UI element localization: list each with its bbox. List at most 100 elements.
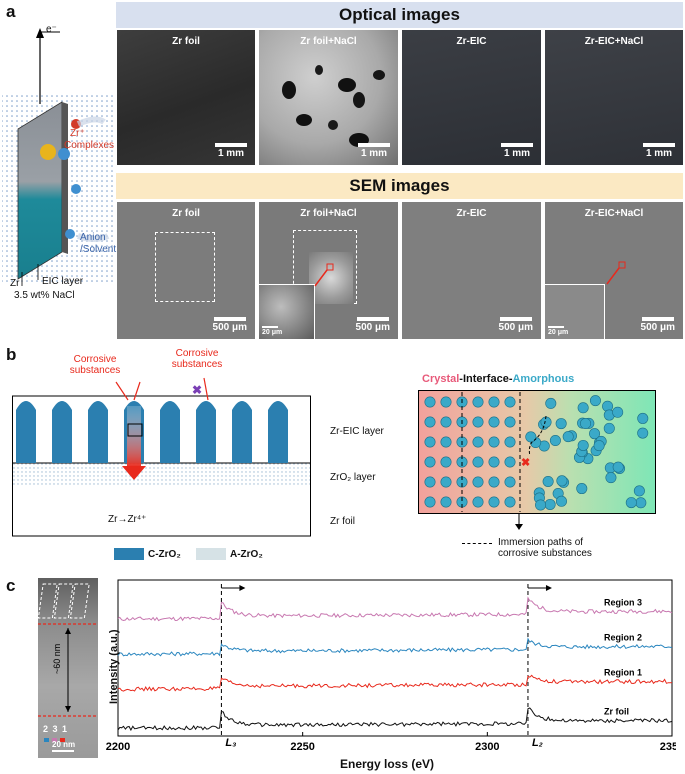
panel-label-a: a: [6, 2, 16, 21]
sem-images-title: SEM images: [349, 176, 450, 195]
zoom-box: [155, 232, 215, 302]
atom: [440, 396, 452, 408]
panel-label-b: b: [6, 345, 17, 364]
optical-image-zr-foil: Zr foil 1 mm: [117, 30, 255, 165]
legend-a-zro2: A-ZrO₂: [196, 548, 263, 560]
edge-label: L₂: [532, 737, 543, 749]
atom: [440, 476, 452, 488]
atom: [556, 475, 568, 487]
optical-image-zr-eic: Zr-EIC 1 mm: [402, 30, 541, 165]
scale-bar: 1 mm: [643, 143, 675, 159]
schematic-svg: [2, 28, 114, 286]
atom: [555, 418, 567, 430]
solvent-label: /Solvent: [80, 244, 117, 255]
eels-chart: L₃ L₂ Region 3 Region 2 Region 1 Zr foil 220…: [106, 579, 676, 753]
atom: [488, 476, 500, 488]
atom: [593, 440, 605, 452]
atom: [504, 456, 516, 468]
atom: [535, 499, 547, 511]
atom: [589, 395, 601, 407]
complexes-label: Complexes: [64, 140, 115, 151]
atom: [488, 456, 500, 468]
x-tick-label: 2350: [660, 741, 676, 753]
atom: [472, 496, 484, 508]
atom: [637, 412, 649, 424]
zro2-layer-label: ZrO₂ layer: [330, 472, 376, 483]
atom: [504, 396, 516, 408]
image-title: Zr-EIC: [456, 208, 487, 219]
atom: [525, 431, 537, 443]
series-line: [117, 596, 673, 622]
corrosion-region: [309, 252, 353, 304]
legend-c-zro2: C-ZrO₂: [114, 548, 181, 560]
immersion-paths-label-1: Immersion paths of: [498, 537, 584, 548]
atom: [504, 496, 516, 508]
series-line: [117, 637, 673, 657]
optical-image-zr-eic-nacl: Zr-EIC+NaCl 1 mm: [545, 30, 683, 165]
panel-label-c: c: [6, 576, 16, 595]
atom: [549, 435, 561, 447]
atom: [472, 396, 484, 408]
atom: [589, 428, 601, 440]
edge-label: L₃: [225, 737, 236, 749]
sem-images-band: SEM images: [116, 173, 683, 199]
scale-bar: 500 μm: [641, 317, 675, 333]
atom: [472, 476, 484, 488]
corrosive-substances-label-1: Corrosive substances: [69, 354, 121, 376]
atom: [424, 476, 436, 488]
scale-bar: 1 mm: [215, 143, 247, 159]
x-axis-label: Energy loss (eV): [340, 757, 435, 771]
svg-text:✖: ✖: [521, 457, 530, 469]
tem-overlay: [38, 583, 98, 752]
tem-scale-label: 20 nm: [52, 740, 76, 749]
atom: [580, 417, 592, 429]
sem-image-zr-eic: Zr-EIC 500 μm: [402, 202, 541, 339]
inset-image: 20 μm: [545, 284, 605, 339]
image-title: Zr-EIC+NaCl: [584, 36, 644, 47]
series-label: Region 2: [604, 632, 642, 642]
corrosion-pits: [282, 65, 385, 147]
zr-ion-label: Zr⁺: [70, 128, 85, 139]
atom: [635, 497, 647, 509]
atom: [488, 396, 500, 408]
atom: [562, 431, 574, 443]
atom-svg: ✖: [418, 390, 656, 514]
atom: [576, 483, 588, 495]
atom: [612, 406, 624, 418]
atom: [472, 416, 484, 428]
atom: [603, 422, 615, 434]
atom: [577, 402, 589, 414]
immersion-paths-legend: Immersion paths of corrosive substances: [462, 537, 592, 559]
atom: [544, 498, 556, 510]
series-label: Zr foil: [604, 707, 629, 717]
atom: [424, 436, 436, 448]
series-label: Region 3: [604, 597, 642, 607]
atom: [488, 416, 500, 428]
image-title: Zr foil+NaCl: [300, 208, 357, 219]
atom: [440, 416, 452, 428]
scale-bar: 500 μm: [499, 317, 533, 333]
atom: [424, 496, 436, 508]
scale-bar: 500 μm: [213, 317, 247, 333]
x-tick-label: 2300: [475, 741, 499, 753]
atom: [440, 436, 452, 448]
sem-image-zr-foil: Zr foil 500 μm: [117, 202, 255, 339]
optical-images-title: Optical images: [339, 5, 460, 24]
optical-images-band: Optical images: [116, 2, 683, 28]
atom: [555, 495, 567, 507]
atom: [504, 476, 516, 488]
plot-frame: [117, 579, 673, 737]
x-tick-label: 2200: [106, 741, 130, 753]
atom: [504, 416, 516, 428]
electron-label: e⁻: [46, 24, 57, 35]
inset-scale: 20 μm: [548, 326, 568, 336]
corrosion-schematic: e⁻ Zr⁺ Complexes Anion /Solvent Zr EIC l…: [0, 24, 118, 324]
crystal-interface-diagram: ✖: [418, 390, 656, 514]
atom: [504, 436, 516, 448]
inset-image: 20 μm: [259, 284, 315, 339]
atom: [424, 396, 436, 408]
y-axis-label: Intensity (a.u.): [108, 629, 120, 704]
inset-arrow: [606, 261, 626, 285]
image-title: Zr foil: [172, 208, 200, 219]
zr-plate: [17, 101, 63, 280]
